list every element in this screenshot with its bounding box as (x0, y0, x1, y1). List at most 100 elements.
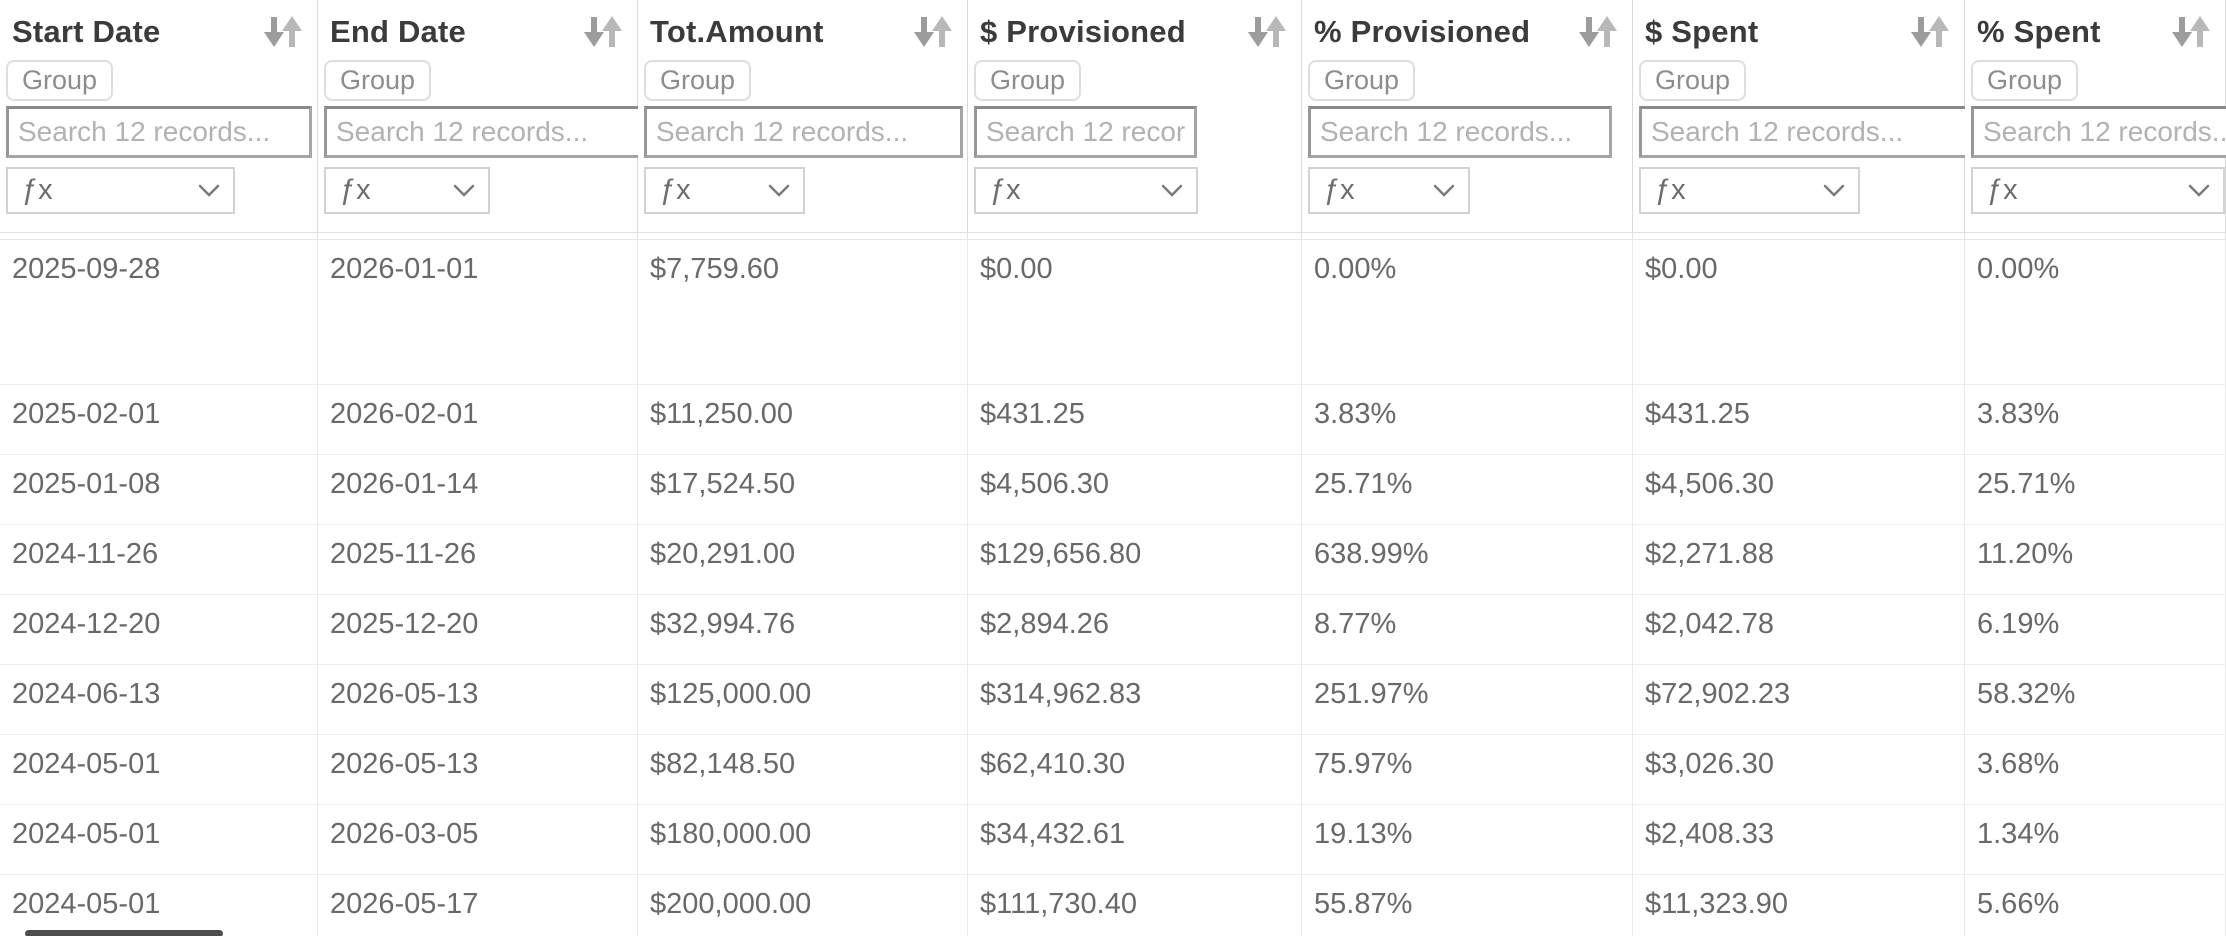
table-cell[interactable]: $32,994.76 (638, 595, 968, 665)
table-cell[interactable]: 2026-01-14 (318, 455, 638, 525)
table-cell[interactable]: 3.83% (1302, 385, 1633, 455)
sort-icon[interactable] (583, 16, 623, 48)
table-cell[interactable]: 3.68% (1965, 735, 2226, 805)
table-cell[interactable]: $111,730.40 (968, 875, 1302, 936)
table-cell[interactable]: $17,524.50 (638, 455, 968, 525)
table-cell[interactable]: 75.97% (1302, 735, 1633, 805)
formula-select[interactable]: ƒx (324, 167, 490, 214)
table-cell[interactable]: $2,042.78 (1633, 595, 1965, 665)
table-cell[interactable]: 5.66% (1965, 875, 2226, 936)
column-header: Start Date Group ƒx (0, 0, 318, 233)
sort-icon[interactable] (1578, 16, 1618, 48)
table-cell[interactable]: 25.71% (1965, 455, 2226, 525)
chevron-down-icon (2188, 184, 2210, 197)
group-button[interactable]: Group (974, 60, 1082, 101)
column-search-input[interactable] (6, 106, 312, 158)
formula-select[interactable]: ƒx (6, 167, 235, 214)
group-button[interactable]: Group (6, 60, 114, 101)
formula-select[interactable]: ƒx (1639, 167, 1860, 214)
table-cell[interactable]: $20,291.00 (638, 525, 968, 595)
sort-icon[interactable] (913, 16, 953, 48)
table-cell[interactable]: $34,432.61 (968, 805, 1302, 875)
table-cell[interactable]: 25.71% (1302, 455, 1633, 525)
table-cell[interactable]: $431.25 (1633, 385, 1965, 455)
table-cell[interactable]: $125,000.00 (638, 665, 968, 735)
sort-icon[interactable] (1247, 16, 1287, 48)
table-cell[interactable]: 2025-12-20 (318, 595, 638, 665)
table-cell[interactable]: 2025-11-26 (318, 525, 638, 595)
table-cell[interactable]: 2024-06-13 (0, 665, 318, 735)
group-button[interactable]: Group (1639, 60, 1747, 101)
sort-icon[interactable] (2171, 16, 2211, 48)
table-cell[interactable]: 8.77% (1302, 595, 1633, 665)
table-cell[interactable]: $11,323.90 (1633, 875, 1965, 936)
table-cell[interactable]: $62,410.30 (968, 735, 1302, 805)
table-cell[interactable]: $431.25 (968, 385, 1302, 455)
table-cell[interactable]: 2025-09-28 (0, 240, 318, 385)
column-search-input[interactable] (1308, 106, 1612, 158)
table-cell[interactable]: $7,759.60 (638, 240, 968, 385)
chevron-down-icon (1161, 184, 1183, 197)
table-cell[interactable]: 251.97% (1302, 665, 1633, 735)
horizontal-scrollbar-thumb[interactable] (25, 930, 223, 936)
column-search-input[interactable] (644, 106, 963, 158)
formula-select[interactable]: ƒx (1308, 167, 1470, 214)
table-cell[interactable]: 6.19% (1965, 595, 2226, 665)
sort-icon[interactable] (263, 16, 303, 48)
column-title-row: % Provisioned (1314, 14, 1618, 50)
table-cell[interactable]: 2026-01-01 (318, 240, 638, 385)
formula-select[interactable]: ƒx (974, 167, 1198, 214)
table-cell[interactable]: 0.00% (1965, 240, 2226, 385)
table-cell[interactable]: 2024-11-26 (0, 525, 318, 595)
table-cell[interactable]: $4,506.30 (968, 455, 1302, 525)
table-cell[interactable]: 2024-05-01 (0, 875, 318, 936)
column-search-input[interactable] (1971, 106, 2226, 158)
table-cell[interactable]: $200,000.00 (638, 875, 968, 936)
table-cell[interactable]: 3.83% (1965, 385, 2226, 455)
column-title: $ Provisioned (980, 14, 1186, 49)
column-search-input[interactable] (324, 106, 645, 158)
table-cell[interactable]: $2,271.88 (1633, 525, 1965, 595)
table-cell[interactable]: 19.13% (1302, 805, 1633, 875)
table-cell[interactable]: $3,026.30 (1633, 735, 1965, 805)
group-button[interactable]: Group (644, 60, 752, 101)
table-cell[interactable]: 2024-05-01 (0, 805, 318, 875)
table-cell[interactable]: 2026-05-13 (318, 665, 638, 735)
table-cell[interactable]: $82,148.50 (638, 735, 968, 805)
table-cell[interactable]: 1.34% (1965, 805, 2226, 875)
table-cell[interactable]: 55.87% (1302, 875, 1633, 936)
column-search-input[interactable] (974, 106, 1197, 158)
table-cell[interactable]: $314,962.83 (968, 665, 1302, 735)
table-cell[interactable]: $72,902.23 (1633, 665, 1965, 735)
table-cell[interactable]: 2026-03-05 (318, 805, 638, 875)
table-cell[interactable]: 2024-05-01 (0, 735, 318, 805)
table-cell[interactable]: $11,250.00 (638, 385, 968, 455)
group-button[interactable]: Group (1308, 60, 1416, 101)
table-cell[interactable]: 638.99% (1302, 525, 1633, 595)
table-cell[interactable]: 58.32% (1965, 665, 2226, 735)
group-button[interactable]: Group (324, 60, 432, 101)
table-cell[interactable]: 11.20% (1965, 525, 2226, 595)
table-cell[interactable]: 2025-02-01 (0, 385, 318, 455)
table-cell[interactable]: 0.00% (1302, 240, 1633, 385)
table-cell[interactable]: 2024-12-20 (0, 595, 318, 665)
table-cell[interactable]: $2,408.33 (1633, 805, 1965, 875)
column-search-input[interactable] (1639, 106, 1969, 158)
table-cell[interactable]: $180,000.00 (638, 805, 968, 875)
table-cell[interactable]: 2026-05-13 (318, 735, 638, 805)
group-button[interactable]: Group (1971, 60, 2079, 101)
sort-icon[interactable] (1910, 16, 1950, 48)
column-title: $ Spent (1645, 14, 1759, 49)
table-cell[interactable]: 2025-01-08 (0, 455, 318, 525)
table-cell[interactable]: $2,894.26 (968, 595, 1302, 665)
formula-select[interactable]: ƒx (1971, 167, 2225, 214)
formula-select[interactable]: ƒx (644, 167, 805, 214)
header-body-divider (638, 233, 968, 240)
table-cell[interactable]: 2026-05-17 (318, 875, 638, 936)
table-cell[interactable]: $4,506.30 (1633, 455, 1965, 525)
column-title-row: Start Date (12, 14, 303, 50)
table-cell[interactable]: 2026-02-01 (318, 385, 638, 455)
table-cell[interactable]: $129,656.80 (968, 525, 1302, 595)
table-cell[interactable]: $0.00 (968, 240, 1302, 385)
table-cell[interactable]: $0.00 (1633, 240, 1965, 385)
